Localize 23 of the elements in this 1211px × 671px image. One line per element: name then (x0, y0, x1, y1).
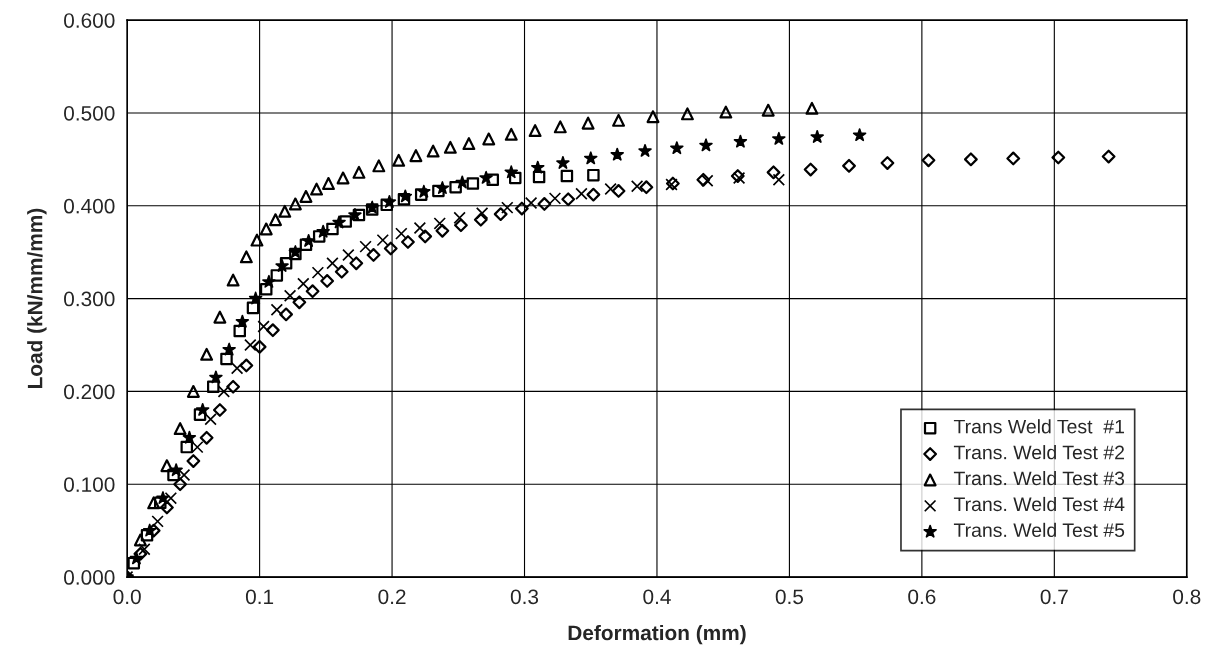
x-tick-label: 0.8 (1173, 589, 1201, 605)
legend-label: Trans. Weld Test #4 (953, 496, 1125, 512)
x-tick-label: 0.6 (908, 589, 936, 605)
x-tick-label: 0.1 (245, 589, 274, 605)
x-tick-label: 0.5 (775, 589, 804, 605)
y-tick-label: 0.500 (64, 105, 115, 121)
y-tick-label: 0.200 (64, 384, 115, 400)
y-axis-title: Load (kN/mm/mm) (27, 208, 47, 389)
x-axis-title: Deformation (mm) (568, 624, 746, 645)
y-tick-label: 0.400 (64, 198, 115, 214)
legend-label: Trans. Weld Test #5 (953, 522, 1125, 538)
x-tick-label: 0.4 (643, 589, 671, 605)
y-tick-label: 0.300 (64, 291, 115, 307)
x-tick-label: 0.2 (378, 589, 406, 605)
legend-label: Trans. Weld Test #3 (953, 470, 1125, 486)
x-tick-label: 0.0 (113, 589, 141, 605)
y-tick-label: 0.600 (64, 13, 115, 28)
x-tick-label: 0.7 (1040, 589, 1068, 605)
legend-label: Trans. Weld Test #2 (953, 445, 1124, 460)
y-tick-label: 0.000 (64, 570, 115, 585)
legend-label: Trans Weld Test #1 (953, 419, 1125, 434)
y-tick-label: 0.100 (64, 477, 115, 492)
x-tick-label: 0.3 (510, 589, 539, 605)
